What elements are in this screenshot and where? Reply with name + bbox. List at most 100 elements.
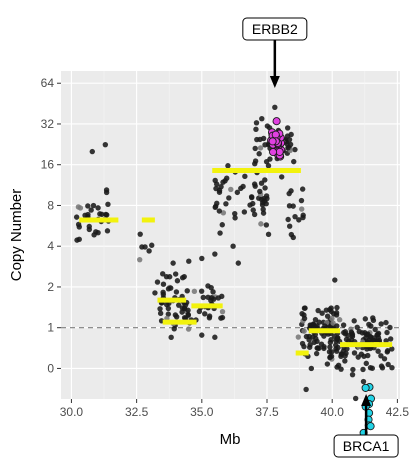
data-point [137, 231, 143, 237]
data-point [291, 158, 297, 165]
data-point [179, 275, 186, 281]
data-point [264, 195, 270, 202]
data-point [288, 231, 295, 238]
y-tick-label: 2 [47, 280, 54, 294]
data-point [184, 288, 190, 294]
data-point [216, 208, 223, 214]
data-point [200, 294, 206, 301]
data-point [160, 291, 167, 298]
data-point [300, 214, 306, 221]
x-tick-label: 37.5 [255, 405, 279, 419]
data-point [298, 206, 305, 212]
data-point [185, 326, 192, 332]
data-point [286, 223, 293, 229]
data-point [328, 349, 335, 355]
data-point [384, 329, 390, 336]
data-point [327, 344, 333, 350]
data-point [251, 211, 258, 218]
data-point [299, 186, 306, 192]
data-point [210, 289, 216, 295]
data-point [351, 350, 358, 356]
data-point [334, 304, 340, 311]
data-point [185, 307, 191, 313]
data-point [362, 316, 369, 322]
data-point [206, 315, 213, 321]
data-point [137, 256, 143, 263]
y-axis-title: Copy Number [8, 189, 25, 282]
highlight-point-brca1 [361, 383, 370, 392]
y-tick-label: 8 [47, 198, 54, 212]
data-point [387, 324, 393, 331]
data-point [208, 295, 215, 301]
data-point [284, 141, 290, 147]
x-tick-label: 40.0 [321, 405, 345, 419]
highlight-point-erbb2 [271, 130, 280, 139]
annotation-label-brca1: BRCA1 [343, 438, 390, 454]
data-point [199, 255, 205, 262]
highlight-point-erbb2 [269, 147, 278, 157]
data-point [202, 311, 208, 317]
segment-lines [79, 168, 393, 356]
data-point [252, 158, 259, 164]
data-point [146, 248, 152, 254]
data-point [340, 322, 347, 328]
data-point [154, 279, 161, 285]
data-point [90, 202, 97, 209]
data-point [217, 230, 223, 236]
y-tick-label: 1 [47, 321, 54, 335]
data-point [242, 173, 248, 180]
x-tick-label: 32.5 [125, 405, 149, 419]
data-point [257, 145, 264, 151]
data-point [82, 212, 88, 219]
data-point [292, 146, 298, 153]
data-point [296, 217, 302, 223]
data-point [389, 365, 395, 371]
data-point [313, 350, 320, 357]
data-point [260, 210, 267, 216]
data-point [149, 242, 155, 248]
data-point [343, 350, 349, 356]
data-point [349, 371, 356, 378]
data-point [213, 185, 219, 192]
data-point [288, 131, 294, 138]
data-point [253, 126, 259, 132]
data-point [165, 311, 172, 317]
data-point [191, 288, 198, 295]
data-point [250, 207, 256, 213]
data-point [212, 177, 218, 184]
data-point [367, 365, 374, 371]
data-point [360, 366, 366, 373]
x-axis-ticks: 30.0 32.5 35.0 37.5 40.0 42.5 [60, 399, 409, 419]
data-point [278, 174, 285, 180]
data-point [214, 200, 220, 207]
data-point [248, 194, 255, 200]
data-point [284, 125, 291, 131]
data-point [338, 366, 344, 372]
data-point [89, 148, 95, 155]
data-point [102, 141, 109, 148]
data-point [301, 312, 307, 318]
data-point [316, 319, 322, 325]
data-point [174, 278, 181, 284]
data-point [93, 229, 99, 235]
data-point [76, 236, 82, 242]
data-point [354, 324, 360, 331]
data-point [76, 224, 82, 230]
highlight-point-brca1 [366, 422, 375, 431]
data-point [285, 216, 291, 223]
data-point [219, 308, 226, 315]
data-point [365, 352, 371, 359]
data-point [228, 186, 234, 193]
data-point [212, 251, 218, 257]
data-point [105, 201, 111, 208]
data-point [379, 365, 386, 371]
data-point [342, 329, 349, 335]
data-point [303, 386, 309, 393]
data-point [160, 271, 166, 277]
data-point [223, 201, 229, 207]
data-point [225, 163, 231, 169]
data-point [163, 273, 170, 280]
data-point [360, 378, 367, 385]
data-point [370, 317, 377, 324]
